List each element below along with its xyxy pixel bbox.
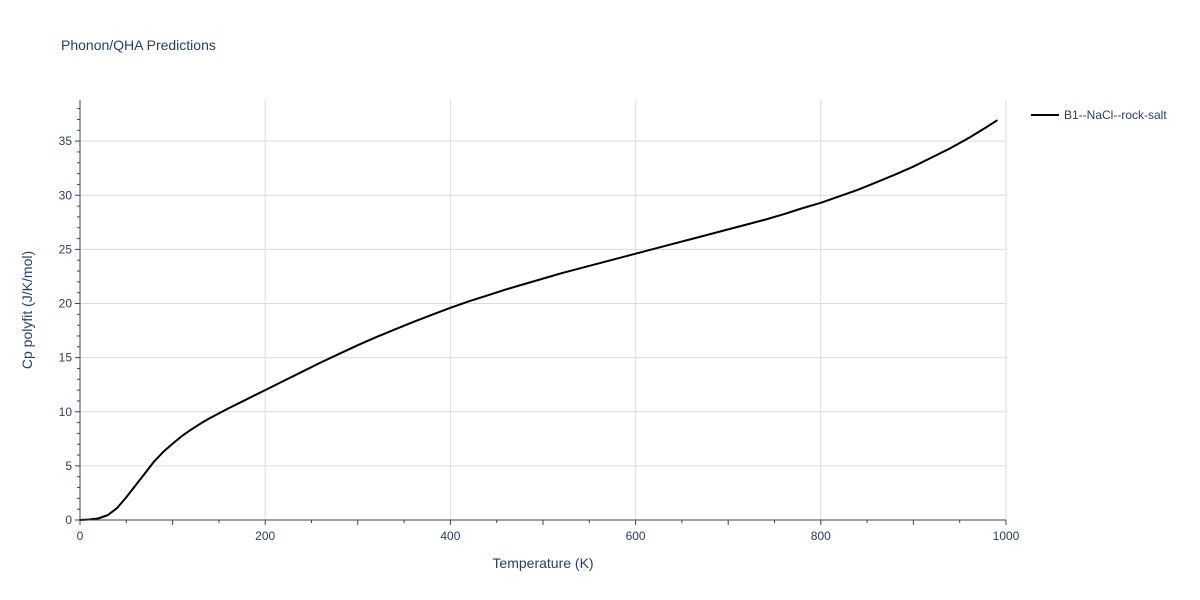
y-tick-label: 25 [59,242,73,256]
axes-layer [79,100,1006,521]
y-axis-title: Cp polyfit (J/K/mol) [19,251,35,369]
y-tick-label: 20 [59,297,73,311]
chart-title: Phonon/QHA Predictions [61,37,216,53]
y-tick-label: 30 [59,188,73,202]
series-layer [79,119,998,521]
legend[interactable]: B1--NaCl--rock-salt [1031,108,1167,122]
y-tick-label: 15 [59,351,73,365]
y-tick-label: 0 [65,513,72,527]
x-axis-ticks: 0 200 400 600 800 1000 [77,520,1020,543]
y-axis-ticks: 0 5 10 15 20 25 30 35 [59,108,80,527]
x-tick-label: 1000 [993,529,1020,543]
y-tick-label: 5 [65,459,72,473]
x-tick-label: 400 [440,529,460,543]
x-tick-label: 800 [811,529,831,543]
x-tick-label: 600 [626,529,646,543]
x-tick-label: 0 [77,529,84,543]
legend-label-b1-nacl: B1--NaCl--rock-salt [1064,108,1167,122]
x-axis-title: Temperature (K) [492,555,593,571]
series-line-0[interactable] [79,119,998,521]
x-gridlines [264,100,1007,520]
x-tick-label: 200 [255,529,275,543]
y-tick-label: 35 [59,134,73,148]
y-tick-label: 10 [59,405,73,419]
y-gridlines [80,140,1006,467]
